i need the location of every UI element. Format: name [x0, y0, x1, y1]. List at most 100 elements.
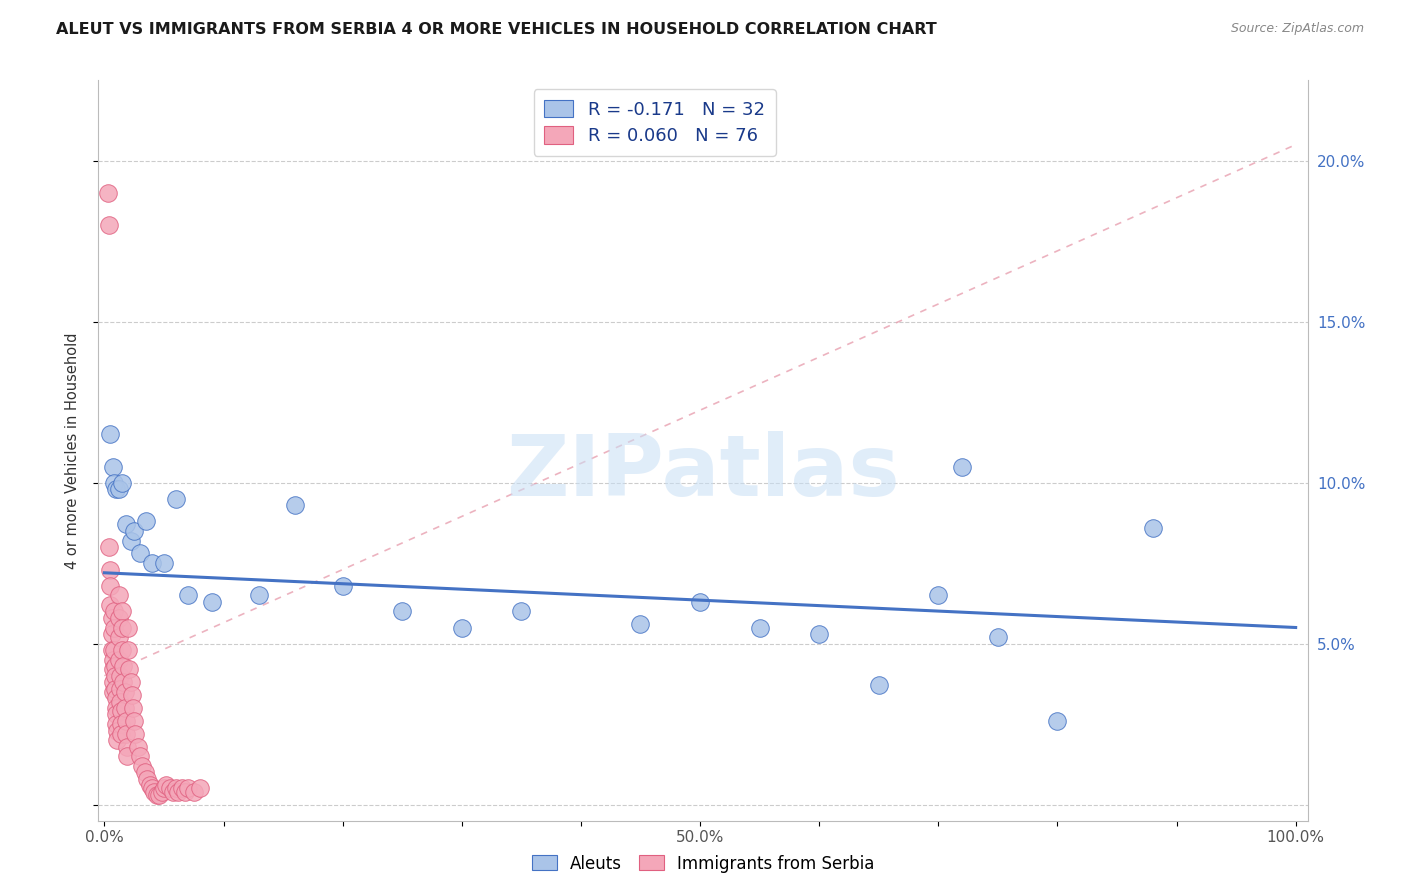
Point: [98, 540, 121, 554]
Point: [148, 788, 170, 802]
Point: [115, 739, 138, 754]
Point: [107, 723, 129, 738]
Point: [100, 611, 122, 625]
Point: [107, 611, 129, 625]
Point: [105, 482, 128, 496]
Point: [114, 517, 136, 532]
Point: [114, 685, 136, 699]
Point: [143, 785, 166, 799]
Point: [808, 627, 831, 641]
Point: [170, 781, 193, 796]
Point: [177, 588, 200, 602]
Point: [135, 514, 157, 528]
Point: [98, 579, 121, 593]
Point: [107, 733, 129, 747]
Text: Source: ZipAtlas.com: Source: ZipAtlas.com: [1230, 22, 1364, 36]
Legend: Aleuts, Immigrants from Serbia: Aleuts, Immigrants from Serbia: [524, 848, 882, 880]
Point: [103, 604, 125, 618]
Point: [174, 785, 197, 799]
Point: [188, 781, 211, 796]
Point: [110, 704, 132, 718]
Point: [108, 669, 131, 683]
Point: [120, 675, 142, 690]
Point: [98, 218, 121, 232]
Point: [159, 781, 181, 796]
Point: [105, 717, 128, 731]
Point: [153, 556, 176, 570]
Point: [127, 739, 149, 754]
Point: [122, 701, 145, 715]
Point: [136, 772, 159, 786]
Point: [450, 620, 472, 634]
Point: [200, 595, 222, 609]
Point: [101, 653, 124, 667]
Point: [103, 620, 125, 634]
Point: [950, 459, 973, 474]
Point: [97, 186, 120, 200]
Point: [122, 524, 145, 538]
Point: [107, 653, 129, 667]
Point: [167, 785, 190, 799]
Point: [101, 459, 124, 474]
Point: [111, 604, 134, 618]
Point: [868, 678, 890, 692]
Point: [117, 620, 139, 634]
Point: [110, 717, 132, 731]
Point: [98, 427, 121, 442]
Point: [630, 617, 652, 632]
Point: [111, 643, 134, 657]
Point: [108, 694, 131, 708]
Point: [138, 778, 160, 792]
Point: [104, 659, 127, 673]
Point: [165, 781, 187, 796]
Point: [112, 659, 135, 673]
Point: [155, 778, 177, 792]
Point: [927, 588, 949, 602]
Point: [100, 643, 122, 657]
Point: [104, 681, 127, 696]
Y-axis label: 4 or more Vehicles in Household: 4 or more Vehicles in Household: [65, 332, 80, 569]
Point: [98, 563, 121, 577]
Point: [117, 643, 139, 657]
Legend: R = -0.171   N = 32, R = 0.060   N = 76: R = -0.171 N = 32, R = 0.060 N = 76: [534, 89, 776, 156]
Point: [110, 727, 132, 741]
Point: [101, 685, 124, 699]
Point: [247, 588, 270, 602]
Point: [105, 707, 128, 722]
Point: [114, 701, 136, 715]
Point: [107, 482, 129, 496]
Point: [112, 675, 135, 690]
Point: [111, 620, 134, 634]
Point: [103, 475, 125, 490]
Point: [150, 785, 173, 799]
Point: [101, 662, 124, 676]
Text: ALEUT VS IMMIGRANTS FROM SERBIA 4 OR MORE VEHICLES IN HOUSEHOLD CORRELATION CHAR: ALEUT VS IMMIGRANTS FROM SERBIA 4 OR MOR…: [56, 22, 936, 37]
Point: [118, 662, 141, 676]
Point: [141, 781, 163, 796]
Point: [107, 630, 129, 644]
Point: [183, 785, 205, 799]
Point: [177, 781, 200, 796]
Point: [165, 491, 187, 506]
Point: [98, 598, 121, 612]
Point: [987, 630, 1010, 644]
Point: [748, 620, 770, 634]
Point: [122, 714, 145, 728]
Point: [134, 765, 156, 780]
Point: [111, 475, 134, 490]
Point: [510, 604, 533, 618]
Point: [391, 604, 413, 618]
Point: [105, 691, 128, 706]
Point: [689, 595, 711, 609]
Point: [120, 533, 142, 548]
Point: [101, 675, 124, 690]
Point: [131, 759, 153, 773]
Point: [129, 749, 152, 764]
Point: [332, 579, 354, 593]
Point: [284, 498, 307, 512]
Point: [146, 788, 169, 802]
Point: [103, 643, 125, 657]
Point: [1142, 521, 1164, 535]
Point: [1046, 714, 1069, 728]
Point: [114, 727, 136, 741]
